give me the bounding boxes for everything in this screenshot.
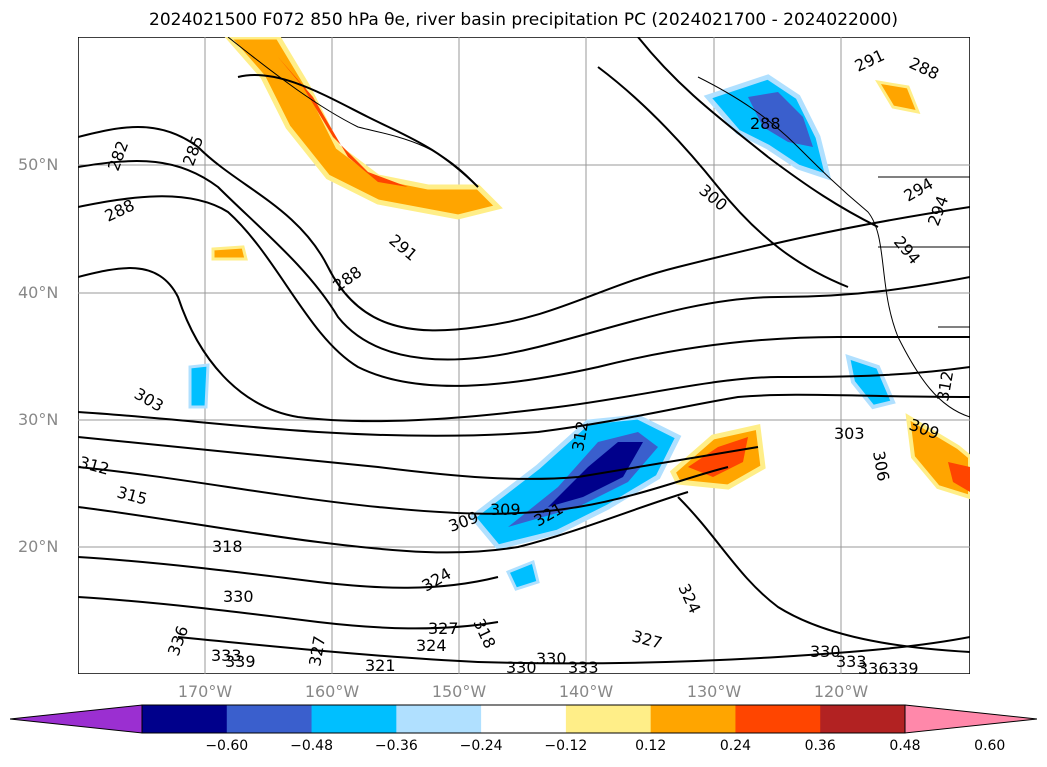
colorbar-tick-label: −0.12 — [544, 738, 588, 754]
colorbar-tick-label: 0.36 — [804, 738, 836, 754]
colorbar-segment — [481, 705, 567, 733]
contour-label: 318 — [212, 537, 243, 556]
colorbar-segment — [735, 705, 821, 733]
contour-label: 321 — [365, 656, 396, 674]
colorbar-outline — [141, 704, 906, 734]
dateline-negative-blob — [188, 363, 210, 409]
colorbar-extend-max — [904, 704, 1037, 734]
contour-label: 330 — [223, 587, 254, 606]
contour-label: 336 — [858, 659, 889, 674]
colorbar-segment — [820, 705, 906, 733]
lon-label-120w: 120°W — [813, 682, 869, 701]
lon-label-150w: 150°W — [431, 682, 487, 701]
lat-label-50n: 50°N — [18, 155, 59, 174]
contour-label: 327 — [428, 619, 459, 638]
lon-label-170w: 170°W — [177, 682, 233, 701]
colorbar-segment — [396, 705, 482, 733]
contour-label: 288 — [750, 114, 781, 133]
central-positive-blob — [211, 245, 248, 261]
colorbar-tick-label: −0.36 — [374, 738, 418, 754]
bc-negative-core — [748, 92, 813, 147]
contour-label: 339 — [888, 659, 919, 674]
colorbar-tick-label: 0.60 — [974, 738, 1006, 754]
colorbar-tick-label: 0.48 — [889, 738, 921, 754]
map-panel: 282 285 288 291 288 291 288 288 300 294 … — [78, 37, 970, 674]
colorbar-tick-label: −0.48 — [290, 738, 333, 754]
contour-label: 303 — [834, 424, 865, 443]
coastlines — [227, 37, 970, 418]
colorbar-segments — [10, 704, 1037, 734]
graticule — [78, 37, 970, 674]
contour-label: 330 — [506, 658, 537, 674]
contour-label: 330 — [536, 649, 567, 668]
colorbar-extend-min — [10, 704, 143, 734]
subtropical-positive-core — [688, 437, 748, 477]
map-title: 2024021500 F072 850 hPa θe, river basin … — [149, 10, 898, 30]
contour-label: 333 — [568, 658, 599, 674]
baja-positive-core — [948, 462, 970, 492]
contour-label: 330 — [810, 642, 841, 661]
colorbar-tick-label: −0.24 — [459, 738, 503, 754]
lat-label-20n: 20°N — [18, 537, 59, 556]
contour-label: 333 — [211, 646, 242, 665]
lon-label-160w: 160°W — [304, 682, 360, 701]
northeast-positive-blob — [875, 79, 921, 115]
colorbar — [10, 704, 1037, 734]
contour-label: 309 — [490, 500, 521, 519]
contour-label: 324 — [416, 636, 447, 655]
colorbar-segment — [565, 705, 652, 733]
lat-label-40n: 40°N — [18, 283, 59, 302]
contour-label: 333 — [836, 652, 867, 671]
colorbar-segment — [226, 705, 313, 733]
colorbar-segment — [650, 705, 736, 733]
colorbar-segment — [142, 705, 228, 733]
lat-label-30n: 30°N — [18, 410, 59, 429]
theta-e-contours — [78, 37, 970, 665]
colorbar-tick-label: −0.60 — [205, 738, 249, 754]
colorbar-tick-label: 0.24 — [719, 738, 752, 754]
colorbar-segment — [311, 705, 397, 733]
lon-label-140w: 140°W — [558, 682, 614, 701]
hawaii-negative-blob — [505, 559, 540, 591]
colorbar-tick-label: 0.12 — [635, 738, 667, 754]
contour-label: 339 — [225, 652, 256, 671]
lon-label-130w: 130°W — [686, 682, 742, 701]
socal-negative-area — [845, 354, 896, 410]
